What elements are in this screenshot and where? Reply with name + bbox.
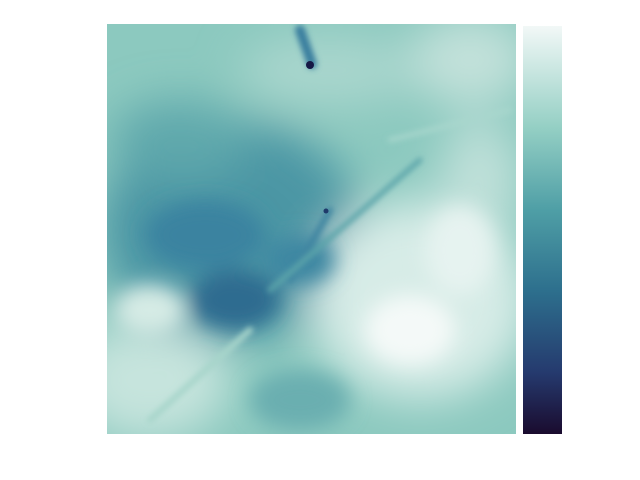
colorbar — [523, 26, 562, 434]
heatmap-image — [107, 24, 516, 434]
dark-spot-marker — [323, 208, 329, 214]
dark-spot-marker — [306, 61, 314, 69]
